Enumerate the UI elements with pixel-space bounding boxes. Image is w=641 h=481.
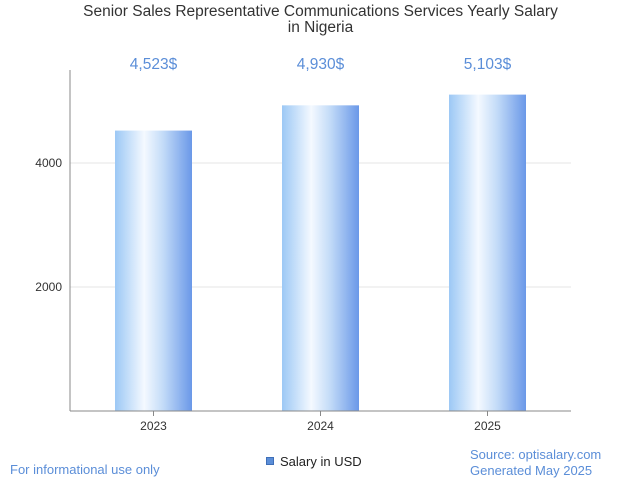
chart-title-line-1: Senior Sales Representative Communicatio… — [83, 3, 558, 20]
x-tick-label: 2023 — [140, 419, 167, 433]
source-block: Source: optisalary.com Generated May 202… — [470, 447, 601, 479]
bar-value-label: 4,523$ — [130, 56, 178, 73]
generated-text: Generated May 2025 — [470, 463, 593, 478]
y-tick-label: 4000 — [35, 156, 62, 170]
chart-title: Senior Sales Representative Communicatio… — [0, 4, 641, 36]
legend: Salary in USD — [266, 451, 362, 471]
bar-value-label: 5,103$ — [464, 56, 512, 73]
bar — [282, 105, 359, 411]
chart-title-line-2: in Nigeria — [287, 19, 354, 36]
bar — [449, 94, 526, 411]
y-tick-label: 2000 — [35, 280, 62, 294]
bar-value-label: 4,930$ — [297, 56, 345, 73]
axes: 2000 4000 4,523$ 2023 4,930$ 2024 5,103$ 2025 — [35, 56, 571, 433]
bar — [115, 130, 192, 411]
x-tick-label: 2025 — [474, 419, 501, 433]
x-tick-label: 2024 — [307, 419, 334, 433]
legend-label: Salary in USD — [280, 453, 362, 469]
bars — [115, 94, 526, 411]
source-text: Source: optisalary.com — [470, 447, 602, 462]
legend-swatch — [266, 457, 274, 465]
disclaimer-text: For informational use only — [10, 462, 160, 477]
